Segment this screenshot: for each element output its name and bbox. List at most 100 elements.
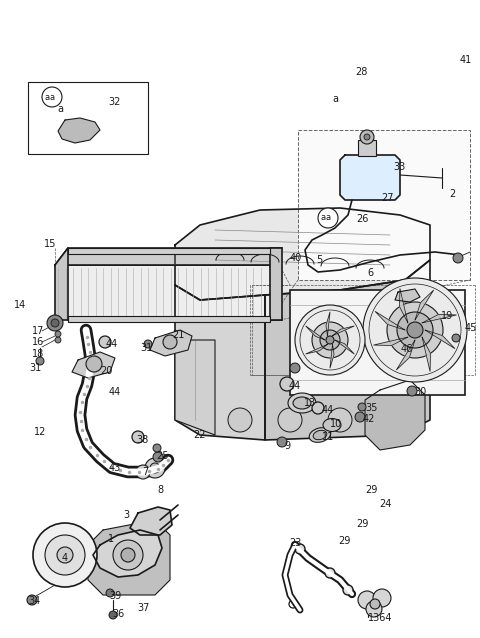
Polygon shape bbox=[306, 345, 327, 354]
Circle shape bbox=[27, 595, 37, 605]
Polygon shape bbox=[422, 337, 431, 371]
Polygon shape bbox=[93, 530, 162, 577]
Text: 1364: 1364 bbox=[368, 613, 393, 623]
Text: 24: 24 bbox=[379, 499, 391, 509]
Circle shape bbox=[99, 336, 111, 348]
Text: 23: 23 bbox=[289, 538, 301, 548]
Text: a: a bbox=[325, 214, 331, 223]
Text: 29: 29 bbox=[365, 485, 377, 495]
Circle shape bbox=[55, 337, 61, 343]
Circle shape bbox=[312, 402, 324, 414]
Text: 21: 21 bbox=[172, 330, 184, 340]
Polygon shape bbox=[306, 326, 325, 340]
Text: 31: 31 bbox=[140, 343, 152, 353]
Ellipse shape bbox=[309, 427, 331, 442]
Circle shape bbox=[318, 208, 338, 228]
Polygon shape bbox=[175, 340, 215, 435]
Text: 37: 37 bbox=[137, 603, 149, 613]
Circle shape bbox=[400, 292, 410, 302]
Bar bbox=[290, 290, 465, 395]
Text: 28: 28 bbox=[355, 67, 367, 77]
Circle shape bbox=[407, 322, 423, 338]
Circle shape bbox=[109, 611, 117, 619]
Polygon shape bbox=[333, 326, 354, 336]
Circle shape bbox=[387, 302, 443, 358]
Text: 15: 15 bbox=[44, 239, 56, 249]
Circle shape bbox=[106, 589, 114, 597]
Text: 36: 36 bbox=[112, 609, 124, 619]
Circle shape bbox=[366, 601, 382, 617]
Bar bbox=[358, 140, 376, 156]
Circle shape bbox=[36, 357, 44, 365]
Text: 16: 16 bbox=[32, 337, 44, 347]
Text: 22: 22 bbox=[193, 430, 205, 440]
Circle shape bbox=[121, 548, 135, 562]
Circle shape bbox=[136, 465, 150, 479]
Text: a: a bbox=[57, 104, 63, 114]
Text: 44: 44 bbox=[289, 381, 301, 391]
Circle shape bbox=[452, 334, 460, 342]
Circle shape bbox=[358, 591, 376, 609]
Text: 19: 19 bbox=[441, 311, 453, 321]
Circle shape bbox=[370, 599, 380, 609]
Circle shape bbox=[45, 535, 85, 575]
Polygon shape bbox=[422, 315, 456, 323]
Text: 26: 26 bbox=[356, 214, 368, 224]
Circle shape bbox=[312, 322, 348, 358]
Polygon shape bbox=[55, 248, 68, 320]
Text: 4: 4 bbox=[62, 553, 68, 563]
Polygon shape bbox=[150, 330, 192, 356]
Polygon shape bbox=[55, 248, 282, 265]
Polygon shape bbox=[58, 118, 100, 143]
Text: 8: 8 bbox=[157, 485, 163, 495]
Text: 18: 18 bbox=[32, 349, 44, 359]
Text: 45: 45 bbox=[465, 323, 478, 333]
Circle shape bbox=[364, 134, 370, 140]
Polygon shape bbox=[375, 311, 405, 330]
Text: 29: 29 bbox=[338, 536, 350, 546]
Text: 40: 40 bbox=[290, 253, 302, 263]
Text: 1: 1 bbox=[108, 534, 114, 544]
Text: 31: 31 bbox=[29, 363, 41, 373]
Text: 7: 7 bbox=[142, 467, 148, 477]
Text: 44: 44 bbox=[106, 339, 118, 349]
Bar bbox=[68, 316, 270, 322]
Bar bbox=[298, 130, 470, 280]
Bar bbox=[270, 248, 282, 320]
Ellipse shape bbox=[293, 397, 311, 409]
Circle shape bbox=[150, 463, 160, 473]
Text: 38: 38 bbox=[136, 435, 148, 445]
Polygon shape bbox=[88, 520, 170, 595]
Circle shape bbox=[358, 403, 366, 411]
Circle shape bbox=[295, 305, 365, 375]
Circle shape bbox=[373, 589, 391, 607]
Text: 17: 17 bbox=[32, 326, 44, 336]
Text: a: a bbox=[332, 94, 338, 104]
Text: 30: 30 bbox=[414, 387, 426, 397]
Ellipse shape bbox=[313, 430, 327, 440]
Text: 10: 10 bbox=[330, 419, 342, 429]
Polygon shape bbox=[340, 155, 400, 200]
Text: 42: 42 bbox=[363, 414, 375, 424]
Bar bbox=[28, 82, 148, 154]
Ellipse shape bbox=[288, 393, 316, 413]
Text: 32: 32 bbox=[108, 97, 120, 107]
Circle shape bbox=[153, 452, 163, 462]
Text: 5: 5 bbox=[316, 255, 322, 265]
Text: 13: 13 bbox=[304, 398, 316, 408]
Circle shape bbox=[397, 312, 433, 348]
Circle shape bbox=[57, 547, 73, 563]
Circle shape bbox=[42, 87, 62, 107]
Circle shape bbox=[132, 431, 144, 443]
Text: 34: 34 bbox=[28, 596, 40, 606]
Text: 39: 39 bbox=[109, 591, 121, 601]
Circle shape bbox=[51, 319, 59, 327]
Polygon shape bbox=[415, 290, 433, 320]
Circle shape bbox=[163, 335, 177, 349]
Text: 12: 12 bbox=[34, 427, 47, 437]
Circle shape bbox=[228, 408, 252, 432]
Circle shape bbox=[325, 568, 335, 578]
Text: a: a bbox=[45, 93, 49, 101]
Polygon shape bbox=[365, 380, 425, 450]
Text: a: a bbox=[49, 93, 55, 101]
